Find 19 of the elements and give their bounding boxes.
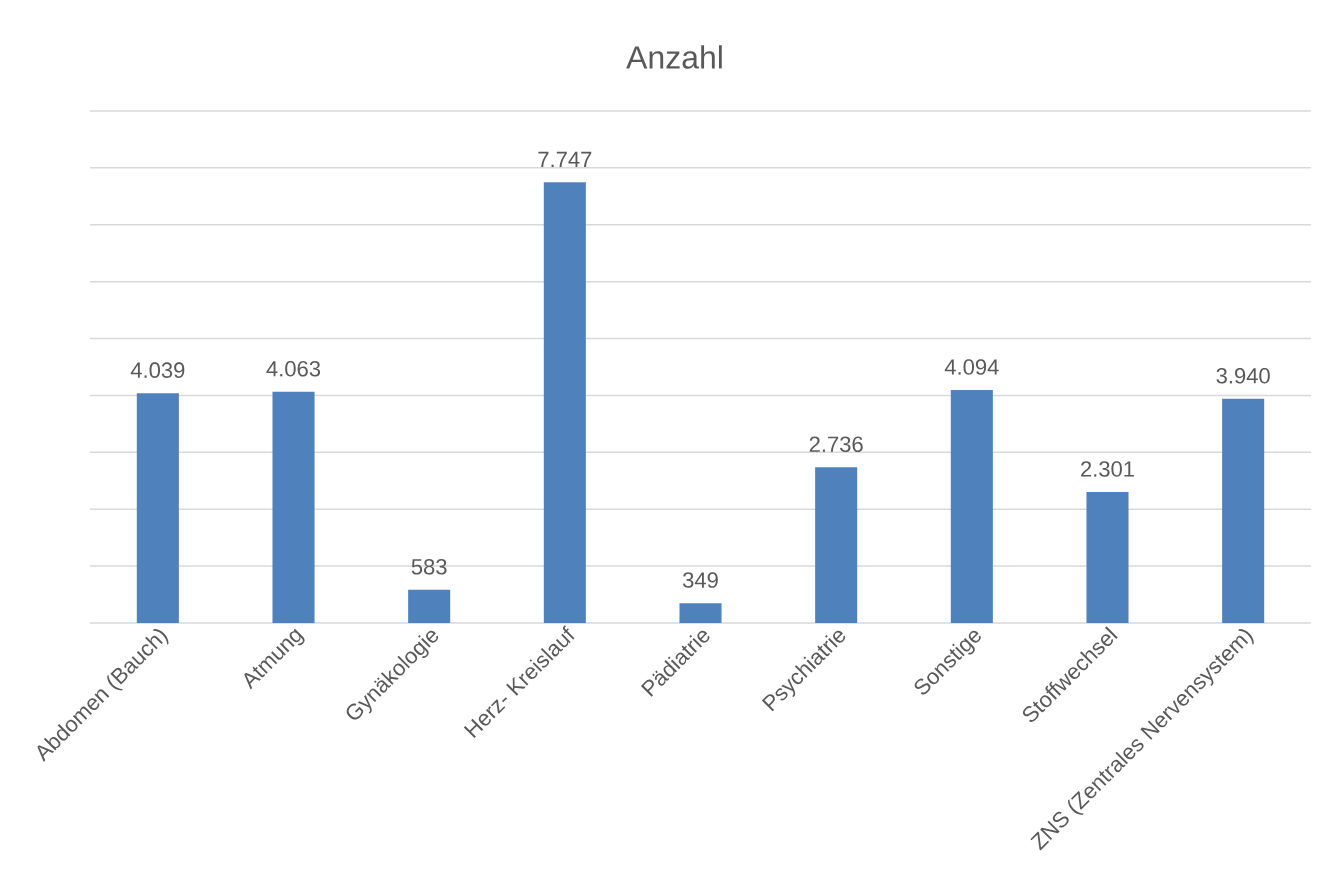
data-label: 349 (682, 572, 718, 588)
data-label: 583 (411, 558, 447, 575)
data-label: 4.063 (266, 361, 321, 377)
data-label: 3.940 (1216, 367, 1270, 384)
chart-title: Anzahl (626, 45, 722, 69)
data-label: 7.747 (538, 151, 592, 167)
bar (543, 182, 586, 623)
bar (408, 589, 451, 623)
data-label: 2.301 (1081, 461, 1134, 477)
bar (1086, 492, 1129, 623)
data-label: 4.094 (944, 359, 999, 375)
data-label: 4.039 (130, 362, 185, 378)
bar (272, 391, 315, 623)
bar (950, 390, 993, 623)
bar (815, 467, 858, 623)
bar (136, 393, 179, 623)
data-label: 2.736 (809, 436, 863, 453)
bar (1222, 398, 1265, 623)
bar (679, 603, 722, 623)
